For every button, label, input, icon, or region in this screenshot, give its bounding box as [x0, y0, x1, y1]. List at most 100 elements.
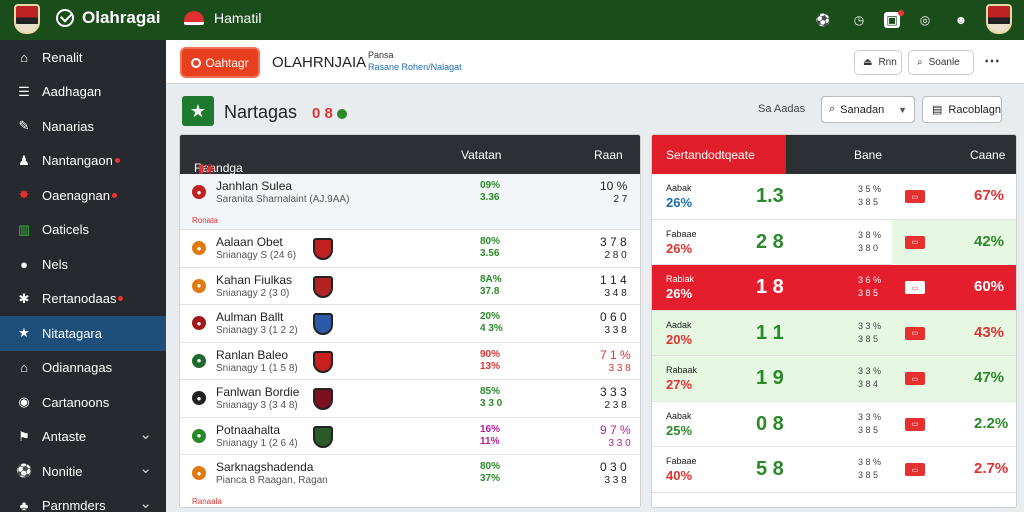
odds-value[interactable]: 2.2% — [974, 414, 1009, 432]
eye-icon: ◉ — [18, 394, 30, 410]
team-meta: Snianagy 1 (1 5 8) — [216, 362, 298, 374]
odds-percent: 26% — [666, 240, 693, 256]
odds-label: Rabaak — [666, 365, 698, 375]
odds-percent: 27% — [666, 377, 693, 392]
value-secondary: 11% — [480, 435, 500, 447]
club-crest-logo[interactable] — [14, 4, 40, 34]
search-icon: ⌕ — [829, 103, 836, 115]
header-title: OLAHRNJAIA — [272, 54, 367, 71]
col-header-caane[interactable]: Caane — [970, 148, 1006, 162]
match-row[interactable]: ● Potnaahalta Snianagy 1 (2 6 4) 16% 11% 9 7 … — [180, 417, 640, 455]
sort-select-value: Sanadan — [840, 103, 885, 116]
sidebar-item[interactable]: ⚑ Antaste ⌄ — [0, 420, 166, 455]
odds-value[interactable]: 47% — [974, 369, 1005, 386]
sidebar-item[interactable]: ⚽ Nonitie ⌄ — [0, 454, 166, 489]
sidebar-item[interactable]: ◉ Cartanoons — [0, 385, 166, 420]
value-cell: 80% 3.56 — [480, 236, 500, 260]
more-options-icon[interactable]: ⋯ — [984, 53, 1000, 70]
team-icon: ● — [192, 428, 206, 443]
brand[interactable]: Olahragai — [56, 8, 160, 28]
section-title: Nartagas — [224, 102, 298, 122]
rank-secondary: 3 3 8 — [608, 362, 631, 374]
rank-secondary: 2 3 8 — [604, 400, 627, 411]
calendar-icon[interactable]: ▣ — [884, 10, 904, 28]
col-header-rank[interactable]: Raan — [594, 148, 623, 162]
logo-button[interactable]: Oahtagr — [180, 47, 260, 78]
odds-row[interactable]: Rabaak 27% 1 9 3 3 % 3 8 4 ▭ 47% — [652, 356, 1016, 402]
sidebar-item[interactable]: ♣ Parnmders ⌄ — [0, 489, 166, 512]
odds-row[interactable]: Aabak 26% 1.3 3 5 % 3 8 5 ▭ 67% — [652, 174, 1016, 220]
soccer-ball-icon[interactable]: ⚽ — [815, 13, 831, 27]
sidebar-item[interactable]: ☰ Aadhagan — [0, 75, 166, 110]
rank-primary: 9 7 % — [600, 422, 631, 437]
top-section[interactable]: Hamatil — [184, 10, 261, 26]
odds-value[interactable]: 67% — [974, 187, 1005, 204]
odds-score: 2 8 — [756, 230, 784, 253]
rank-secondary: 3 3 0 — [608, 437, 631, 449]
value-cell: 8A% 37.8 — [480, 274, 502, 298]
odds-row[interactable]: Fabaae 26% 2 8 3 8 % 3 8 0 ▭ 42% — [652, 219, 1016, 265]
odds-mid: 3 6 % 3 8 5 — [858, 274, 881, 300]
odds-score: 1 8 — [756, 276, 784, 298]
match-row[interactable]: ● Kahan Fiulkas Snianagy 2 (3 0) 8A% 37.8 1 1… — [180, 267, 640, 305]
sidebar-item[interactable]: ⌂ Renalit — [0, 40, 166, 75]
sidebar-item[interactable]: ⌂ Odiannagas — [0, 351, 166, 386]
col-header-value[interactable]: Vatatan — [461, 148, 502, 162]
odds-row[interactable]: Aabak 25% 0 8 3 3 % 3 8 5 ▭ 2.2% — [652, 402, 1016, 447]
match-row[interactable]: ● Ranlan Baleo Snianagy 1 (1 5 8) 90% 13% 7 1… — [180, 342, 640, 380]
top-section-label: Hamatil — [214, 10, 262, 26]
team-meta: Snianagy S (24 6) — [216, 250, 297, 261]
sidebar-item[interactable]: ★ Nitatagara — [0, 316, 166, 351]
col-header-bane[interactable]: Bane — [854, 148, 883, 162]
sidebar-item[interactable]: ▥ Oaticels — [0, 213, 166, 248]
sidebar-item[interactable]: ● Nels — [0, 247, 166, 282]
sidebar-item[interactable]: ✱ Rertanodaas — [0, 282, 166, 317]
odds-value[interactable]: 42% — [974, 232, 1005, 250]
sidebar-item[interactable]: ✸ Oaenagnan — [0, 178, 166, 213]
target-icon[interactable]: ◎ — [919, 13, 931, 27]
sidebar-item[interactable]: ✎ Nanarias — [0, 109, 166, 144]
team-icon: ● — [192, 353, 206, 368]
header-sub-link-b[interactable]: Rohen/Nalagat — [401, 62, 462, 72]
flag-icon: ⚑ — [18, 428, 30, 444]
gear-icon: ✱ — [18, 290, 30, 306]
match-row[interactable]: ● Janhlan Sulea Saranita Sharnalaint (AJ.9… — [180, 174, 640, 230]
row-tag[interactable]: Ranaala — [192, 497, 222, 506]
odds-value[interactable]: 2.7% — [974, 460, 1009, 477]
odds-value[interactable]: 60% — [974, 278, 1005, 295]
odds-mid: 3 5 % 3 8 5 — [858, 183, 881, 209]
odds-value[interactable]: 43% — [974, 323, 1005, 341]
chevron-down-icon[interactable]: ⌄ — [139, 494, 152, 512]
odds-mid-primary: 3 5 % — [858, 184, 882, 194]
sidebar-item[interactable]: ♟ Nantangaon — [0, 144, 166, 179]
odds-row[interactable]: Rablak 26% 1 8 3 6 % 3 8 5 ▭ 60% — [652, 265, 1016, 311]
rank-cell: 9 7 % 3 3 0 — [600, 424, 631, 450]
odds-row[interactable]: Fabaae 40% 5 8 3 8 % 3 8 5 ▭ 2.7% — [652, 447, 1016, 493]
sidebar-item-label: Odiannagas — [42, 360, 113, 376]
filter-button[interactable]: ▤ Racoblagn — [922, 96, 1002, 123]
sort-select[interactable]: ⌕ Sanadan ▼ — [821, 96, 915, 123]
odds-table: Sertandodtqeate Bane Caane Aabak 26% 1.3 3 … — [651, 134, 1017, 508]
user-icon[interactable]: ☻ — [954, 13, 968, 27]
row-tag[interactable]: Ronata — [192, 216, 218, 225]
col-header-selection[interactable]: Sertandodtqeate — [652, 135, 786, 174]
odds-row[interactable]: Aadak 20% 1 1 3 3 % 3 8 5 ▭ 43% — [652, 310, 1016, 356]
match-row[interactable]: ● Sarknagshadenda Pianca 8 Raagan, Ragan 80… — [180, 455, 640, 507]
clock-icon[interactable]: ◷ — [853, 13, 865, 27]
sidebar-item-label: Nitatagara — [42, 325, 102, 341]
odds-mid-primary: 3 6 % — [858, 275, 882, 285]
odds-mid-secondary: 3 8 5 — [858, 333, 879, 344]
match-row[interactable]: ● Aulman Ballt Snianagy 3 (1 2 2) 20% 4 3% 0 … — [180, 305, 640, 343]
header-action-button[interactable]: ⏏ Rnn — [854, 50, 902, 75]
match-row[interactable]: ● Fanlwan Bordie Snianagy 3 (3 4 8) 85% 3 3 … — [180, 380, 640, 418]
chevron-down-icon[interactable]: ⌄ — [139, 425, 152, 443]
user-avatar[interactable] — [986, 4, 1012, 34]
value-cell: 85% 3 3 0 — [480, 386, 502, 410]
chevron-down-icon[interactable]: ⌄ — [139, 460, 152, 477]
cap-icon — [184, 11, 204, 25]
header-sub-link-a[interactable]: Rasane — [368, 62, 400, 72]
check-circle-icon — [56, 9, 74, 27]
search-button[interactable]: ⌕ Soanle — [908, 50, 974, 75]
match-row[interactable]: ● Aalaan Obet Snianagy S (24 6) 80% 3.56 3 7 … — [180, 230, 640, 268]
value-secondary: 13% — [480, 360, 501, 372]
